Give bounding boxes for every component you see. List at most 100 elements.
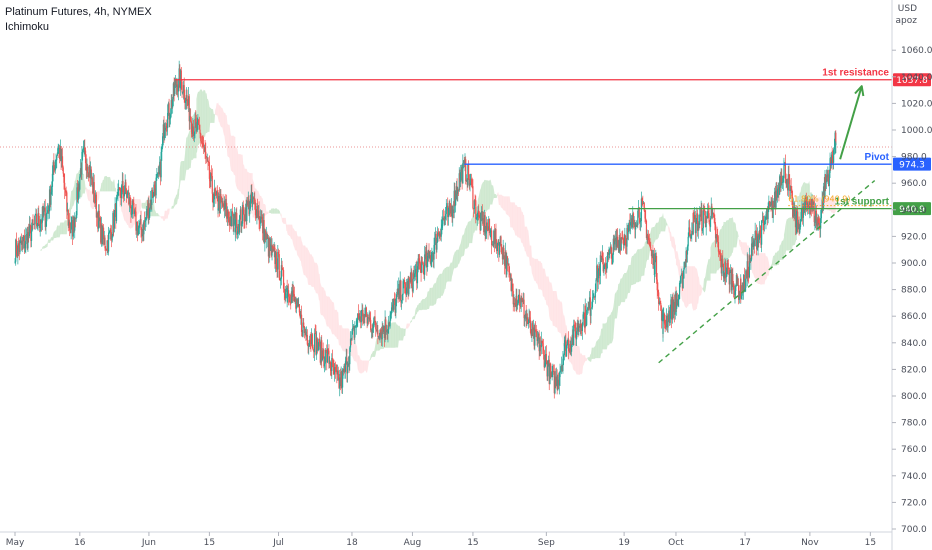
cloud-segment — [534, 258, 535, 281]
candle — [724, 257, 726, 285]
candle — [815, 203, 817, 229]
candle — [601, 250, 604, 265]
cloud-segment — [138, 199, 139, 214]
candle — [678, 280, 681, 300]
candle-body — [79, 176, 81, 190]
candle-body — [91, 178, 93, 180]
candle — [572, 329, 574, 345]
candle — [75, 210, 77, 222]
candle-body — [302, 322, 304, 337]
candle — [192, 119, 195, 141]
cloud-segment — [303, 245, 305, 276]
cloud-segment — [732, 217, 733, 253]
candle-body — [640, 205, 642, 221]
cloud-segment — [612, 307, 614, 341]
candle-body — [217, 209, 219, 211]
candle-body — [596, 265, 598, 280]
candle-body — [210, 173, 212, 182]
candle-body — [187, 96, 190, 106]
candle — [416, 260, 418, 291]
candle — [654, 253, 656, 277]
candle — [295, 297, 298, 314]
candle-body — [25, 234, 28, 236]
candle — [797, 219, 799, 230]
candle-body — [559, 372, 561, 378]
candle — [33, 215, 36, 230]
candle-body — [370, 329, 372, 331]
candle-body — [440, 227, 442, 237]
cloud-segment — [337, 312, 339, 340]
candle — [348, 355, 350, 373]
candle-body — [706, 217, 708, 219]
candle — [165, 119, 167, 136]
candle — [748, 247, 750, 279]
candle — [599, 251, 601, 285]
candle-body — [691, 230, 694, 235]
candle-body — [580, 324, 582, 328]
candle-body — [72, 216, 74, 237]
candle — [799, 218, 802, 230]
candle — [316, 337, 318, 354]
candle-body — [401, 294, 403, 301]
candle-body — [275, 252, 277, 268]
candle — [375, 320, 377, 337]
candle — [629, 213, 631, 232]
candle-body — [390, 313, 392, 315]
candle — [283, 282, 285, 301]
candle — [123, 185, 125, 203]
candle — [113, 209, 115, 237]
candle-body — [786, 179, 788, 185]
candle — [646, 229, 648, 244]
candle-body — [642, 201, 644, 204]
cloud-segment — [97, 191, 98, 204]
pivot-price-tag — [893, 157, 931, 171]
candle — [789, 185, 792, 200]
cloud-segment — [223, 112, 225, 137]
cloud-segment — [781, 241, 782, 260]
candle-body — [262, 216, 264, 234]
candle — [460, 164, 462, 188]
candle — [476, 212, 478, 226]
candle-body — [805, 196, 807, 203]
cloud-segment — [608, 316, 609, 346]
cloud-segment — [176, 194, 177, 205]
candle-body — [194, 118, 196, 135]
candle — [635, 220, 637, 227]
candle — [612, 235, 614, 263]
cloud-segment — [470, 220, 471, 244]
candle — [28, 223, 30, 243]
candle-body — [271, 246, 273, 256]
candle-body — [249, 208, 251, 215]
cloud-segment — [453, 253, 455, 271]
cloud-segment — [339, 325, 340, 346]
candle-body — [582, 314, 584, 325]
cloud-segment — [393, 322, 395, 348]
candle-body — [528, 317, 530, 323]
candle-body — [370, 319, 372, 331]
cloud-segment — [83, 173, 85, 194]
cloud-segment — [549, 280, 550, 320]
candle-body — [352, 325, 354, 328]
cloud-segment — [634, 253, 635, 285]
candle — [135, 204, 137, 235]
candle-body — [223, 200, 226, 210]
cloud-segment — [225, 115, 227, 147]
cloud-segment — [699, 277, 700, 297]
candle-body — [651, 253, 653, 257]
candle — [787, 165, 789, 197]
candle — [338, 373, 340, 390]
candle-body — [468, 178, 470, 187]
candle — [196, 117, 198, 133]
candle — [257, 198, 259, 218]
candle-body — [703, 210, 705, 212]
candle — [465, 174, 468, 183]
candle — [699, 207, 702, 222]
candle — [177, 78, 180, 101]
candle-body — [331, 358, 334, 361]
pivot-price-tag-text: 974.3 — [899, 161, 925, 171]
candle — [807, 201, 810, 215]
candle-body — [533, 327, 535, 346]
candle — [450, 198, 452, 217]
